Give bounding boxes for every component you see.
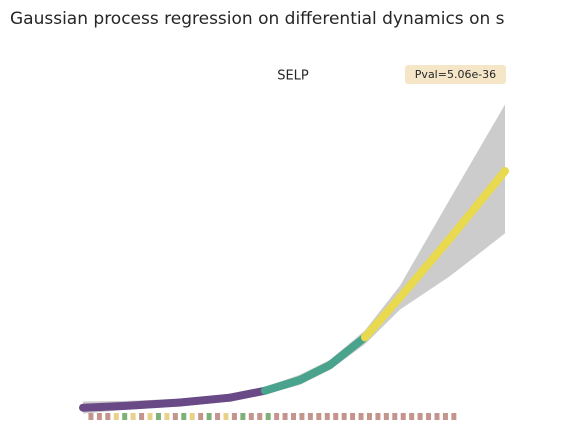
chart-subtitle: SELP — [277, 69, 309, 84]
rug-tick — [451, 413, 457, 420]
rug-tick — [147, 413, 153, 420]
rug-tick — [206, 413, 212, 420]
rug-tick — [164, 413, 170, 420]
trend-segment — [446, 167, 509, 243]
rug-tick — [155, 413, 161, 420]
rug-tick — [307, 413, 313, 420]
rug-tick — [350, 413, 356, 420]
trend-segment — [325, 333, 369, 370]
annotation: Pval=5.06e-36 — [415, 68, 496, 81]
rug-tick — [383, 413, 389, 420]
trend-segment — [395, 234, 455, 302]
rug-tick — [316, 413, 322, 420]
trend-segment — [79, 401, 134, 412]
rug-tick — [392, 413, 398, 420]
rug-tick — [88, 413, 94, 420]
rug-tick — [375, 413, 381, 420]
trend-segment — [360, 293, 404, 342]
trend-segment — [260, 376, 304, 395]
rug-tick — [181, 413, 187, 420]
rug-tick — [409, 413, 415, 420]
rug-tick — [299, 413, 305, 420]
trend-segment — [295, 361, 334, 384]
rug-tick — [282, 413, 288, 420]
trend-segment — [225, 386, 269, 402]
rug-tick — [130, 413, 136, 420]
rug-tick — [96, 413, 102, 420]
rug-tick — [274, 413, 280, 420]
rug-tick — [223, 413, 229, 420]
rug-tick — [333, 413, 339, 420]
rug-tick — [291, 413, 296, 420]
confidence-band — [83, 104, 505, 414]
rug-tick — [198, 413, 204, 420]
rug-tick — [113, 413, 119, 420]
rug-tick — [400, 413, 406, 420]
rug-tick — [434, 413, 440, 420]
rug-tick — [248, 413, 254, 420]
trend-segment — [125, 398, 185, 410]
rug-tick — [366, 413, 372, 420]
rug-tick — [231, 413, 237, 420]
rug-tick — [426, 413, 432, 420]
rug-tick — [341, 413, 347, 420]
rug-tick — [215, 413, 221, 420]
rug-tick — [442, 413, 448, 420]
annotation-box — [405, 65, 506, 84]
rug-tick — [257, 413, 263, 420]
chart-title: Gaussian process regression on different… — [10, 9, 505, 29]
rug-tick — [324, 413, 330, 420]
rug-tick — [172, 413, 178, 420]
rug-tick — [105, 413, 111, 420]
rug-tick — [240, 413, 246, 420]
rug-tick — [358, 413, 364, 420]
rug-tick — [139, 413, 145, 420]
rug-tick — [122, 413, 128, 420]
rug-tick — [189, 413, 195, 420]
rug-tick — [417, 413, 423, 420]
rug-tick — [265, 413, 271, 420]
trend-segment — [176, 393, 234, 407]
